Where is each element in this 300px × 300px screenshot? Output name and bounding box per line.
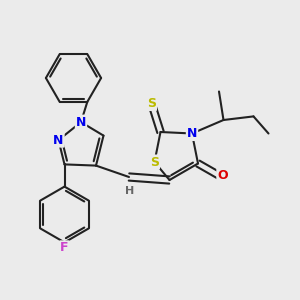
- Text: F: F: [60, 241, 69, 254]
- Text: S: S: [150, 155, 159, 169]
- Text: N: N: [76, 116, 86, 129]
- Text: S: S: [147, 97, 156, 110]
- Text: O: O: [217, 169, 228, 182]
- Text: N: N: [53, 134, 64, 147]
- Text: N: N: [187, 127, 197, 140]
- Text: H: H: [125, 186, 134, 197]
